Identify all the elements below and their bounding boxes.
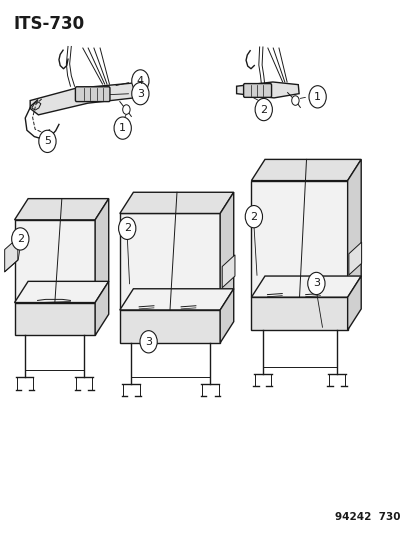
Circle shape xyxy=(114,117,131,139)
Polygon shape xyxy=(119,214,220,310)
Text: 3: 3 xyxy=(145,337,152,347)
Polygon shape xyxy=(14,281,109,303)
Polygon shape xyxy=(348,242,361,275)
FancyBboxPatch shape xyxy=(243,84,271,98)
Circle shape xyxy=(12,228,29,250)
Text: 3: 3 xyxy=(137,88,144,99)
Circle shape xyxy=(39,130,56,152)
Polygon shape xyxy=(95,199,109,303)
Polygon shape xyxy=(220,289,233,343)
Polygon shape xyxy=(119,289,233,310)
Text: 2: 2 xyxy=(250,212,257,222)
Text: 5: 5 xyxy=(44,136,51,147)
Circle shape xyxy=(254,99,272,120)
Polygon shape xyxy=(95,281,109,335)
Polygon shape xyxy=(119,192,233,214)
Circle shape xyxy=(291,96,298,106)
Circle shape xyxy=(122,105,130,114)
Text: 2: 2 xyxy=(123,223,131,233)
Polygon shape xyxy=(5,238,18,272)
Text: 1: 1 xyxy=(119,123,126,133)
Circle shape xyxy=(140,330,157,353)
Polygon shape xyxy=(347,276,360,330)
Polygon shape xyxy=(14,220,95,303)
Circle shape xyxy=(308,86,325,108)
Circle shape xyxy=(131,70,149,92)
Polygon shape xyxy=(30,83,143,115)
Polygon shape xyxy=(251,159,360,181)
Text: 2: 2 xyxy=(259,104,267,115)
Text: ITS-730: ITS-730 xyxy=(14,14,85,33)
Circle shape xyxy=(244,206,262,228)
Text: 4: 4 xyxy=(136,76,144,86)
Text: 3: 3 xyxy=(312,278,319,288)
Polygon shape xyxy=(222,255,235,288)
Polygon shape xyxy=(251,297,347,330)
Circle shape xyxy=(307,272,324,295)
Polygon shape xyxy=(251,276,360,297)
Polygon shape xyxy=(347,159,360,297)
Polygon shape xyxy=(251,181,347,297)
Text: 94242  730: 94242 730 xyxy=(334,512,399,522)
Text: 2: 2 xyxy=(17,234,24,244)
Text: 1: 1 xyxy=(313,92,320,102)
Polygon shape xyxy=(119,310,220,343)
Polygon shape xyxy=(236,82,298,98)
FancyBboxPatch shape xyxy=(75,87,110,102)
Polygon shape xyxy=(14,199,109,220)
Polygon shape xyxy=(220,192,233,310)
Circle shape xyxy=(118,217,135,239)
Circle shape xyxy=(131,83,149,105)
Polygon shape xyxy=(14,303,95,335)
